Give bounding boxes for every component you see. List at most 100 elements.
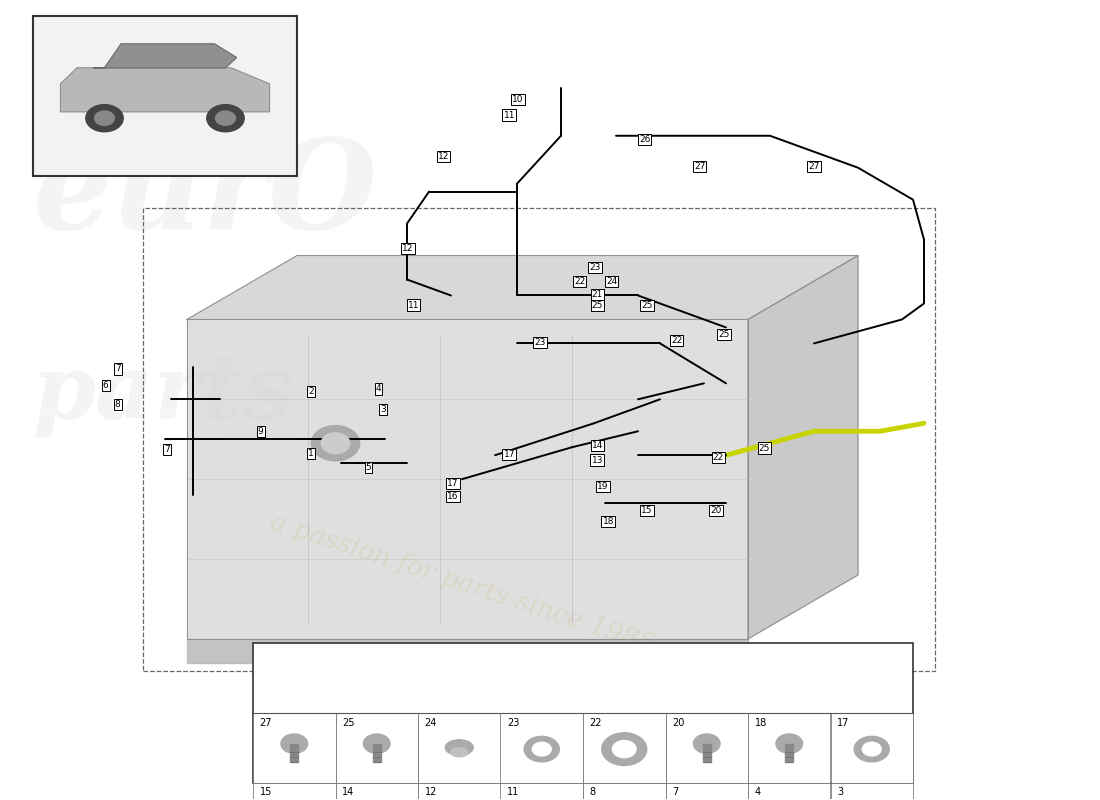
Text: 4: 4 bbox=[755, 787, 761, 798]
Circle shape bbox=[86, 105, 123, 132]
Circle shape bbox=[216, 111, 235, 126]
Bar bbox=[143, 208, 935, 671]
Text: 22: 22 bbox=[671, 336, 682, 345]
Text: 14: 14 bbox=[342, 787, 354, 798]
Text: 22: 22 bbox=[574, 278, 585, 286]
Bar bbox=[253, 782, 336, 800]
Bar bbox=[830, 782, 913, 800]
Circle shape bbox=[280, 734, 308, 754]
Bar bbox=[583, 713, 666, 782]
Text: 11: 11 bbox=[408, 301, 419, 310]
Circle shape bbox=[776, 734, 803, 754]
Bar bbox=[583, 782, 666, 800]
Ellipse shape bbox=[451, 747, 468, 757]
Text: 3: 3 bbox=[837, 787, 844, 798]
Text: 13: 13 bbox=[592, 455, 603, 465]
Text: 25: 25 bbox=[718, 330, 729, 339]
Circle shape bbox=[311, 426, 360, 461]
Text: 2: 2 bbox=[308, 387, 315, 396]
Text: 17: 17 bbox=[837, 718, 849, 727]
Polygon shape bbox=[748, 255, 858, 639]
Text: parts: parts bbox=[33, 351, 295, 438]
Text: 27: 27 bbox=[260, 718, 272, 727]
Text: 22: 22 bbox=[590, 718, 602, 727]
Ellipse shape bbox=[446, 740, 473, 755]
Text: 12: 12 bbox=[403, 244, 414, 253]
Text: 17: 17 bbox=[448, 478, 459, 488]
Text: 17: 17 bbox=[504, 450, 515, 459]
Circle shape bbox=[525, 736, 559, 762]
Text: 12: 12 bbox=[425, 787, 437, 798]
Circle shape bbox=[363, 734, 390, 754]
Text: 23: 23 bbox=[507, 718, 519, 727]
Text: 11: 11 bbox=[507, 787, 519, 798]
Text: 14: 14 bbox=[592, 441, 603, 450]
Bar bbox=[253, 643, 913, 782]
Bar bbox=[666, 713, 748, 782]
Circle shape bbox=[613, 741, 636, 758]
Text: 4: 4 bbox=[375, 385, 382, 394]
Text: 20: 20 bbox=[672, 718, 684, 727]
Bar bbox=[748, 713, 830, 782]
Text: 7: 7 bbox=[164, 445, 170, 454]
Bar bbox=[703, 744, 711, 762]
Text: 1: 1 bbox=[308, 449, 315, 458]
Text: 24: 24 bbox=[606, 278, 617, 286]
Text: eurO: eurO bbox=[33, 134, 378, 255]
Text: 7: 7 bbox=[672, 787, 679, 798]
Text: 11: 11 bbox=[504, 110, 515, 119]
Text: 25: 25 bbox=[592, 302, 603, 310]
Circle shape bbox=[95, 111, 114, 126]
Text: 25: 25 bbox=[641, 302, 652, 310]
Bar bbox=[336, 782, 418, 800]
Circle shape bbox=[862, 742, 881, 756]
Text: 18: 18 bbox=[603, 517, 614, 526]
Text: 10: 10 bbox=[513, 95, 524, 104]
Text: 19: 19 bbox=[597, 482, 608, 491]
Text: 3: 3 bbox=[379, 405, 386, 414]
Circle shape bbox=[207, 105, 244, 132]
Bar bbox=[418, 713, 500, 782]
Text: 26: 26 bbox=[639, 135, 650, 144]
Text: 25: 25 bbox=[759, 443, 770, 453]
Polygon shape bbox=[94, 44, 236, 68]
Text: 8: 8 bbox=[114, 400, 121, 409]
Text: 15: 15 bbox=[641, 506, 652, 515]
Bar bbox=[500, 782, 583, 800]
Text: 25: 25 bbox=[342, 718, 354, 727]
Text: 24: 24 bbox=[425, 718, 437, 727]
Text: 21: 21 bbox=[592, 290, 603, 299]
Text: 8: 8 bbox=[590, 787, 596, 798]
Bar bbox=[336, 713, 418, 782]
Polygon shape bbox=[60, 68, 270, 112]
Bar bbox=[785, 744, 793, 762]
Text: 20: 20 bbox=[711, 506, 722, 515]
Text: 23: 23 bbox=[590, 263, 601, 272]
Circle shape bbox=[602, 733, 647, 766]
Text: 16: 16 bbox=[448, 492, 459, 502]
Circle shape bbox=[321, 433, 350, 454]
Text: a passion for parts since 1985: a passion for parts since 1985 bbox=[267, 509, 657, 657]
Circle shape bbox=[693, 734, 720, 754]
Text: 5: 5 bbox=[365, 462, 372, 472]
Bar bbox=[748, 782, 830, 800]
Bar bbox=[500, 713, 583, 782]
Text: 7: 7 bbox=[114, 365, 121, 374]
Bar bbox=[33, 16, 297, 176]
Bar bbox=[830, 713, 913, 782]
Text: 23: 23 bbox=[535, 338, 546, 347]
Bar bbox=[290, 744, 298, 762]
Text: 12: 12 bbox=[438, 152, 449, 161]
Bar bbox=[253, 713, 336, 782]
Polygon shape bbox=[187, 255, 858, 319]
Text: 27: 27 bbox=[808, 162, 820, 171]
Polygon shape bbox=[187, 639, 748, 663]
Text: 6: 6 bbox=[102, 382, 109, 390]
Bar bbox=[373, 744, 381, 762]
Polygon shape bbox=[187, 319, 748, 639]
Bar bbox=[418, 782, 500, 800]
Text: 9: 9 bbox=[257, 426, 264, 436]
Circle shape bbox=[532, 742, 551, 756]
Text: 18: 18 bbox=[755, 718, 767, 727]
Text: 27: 27 bbox=[694, 162, 705, 171]
